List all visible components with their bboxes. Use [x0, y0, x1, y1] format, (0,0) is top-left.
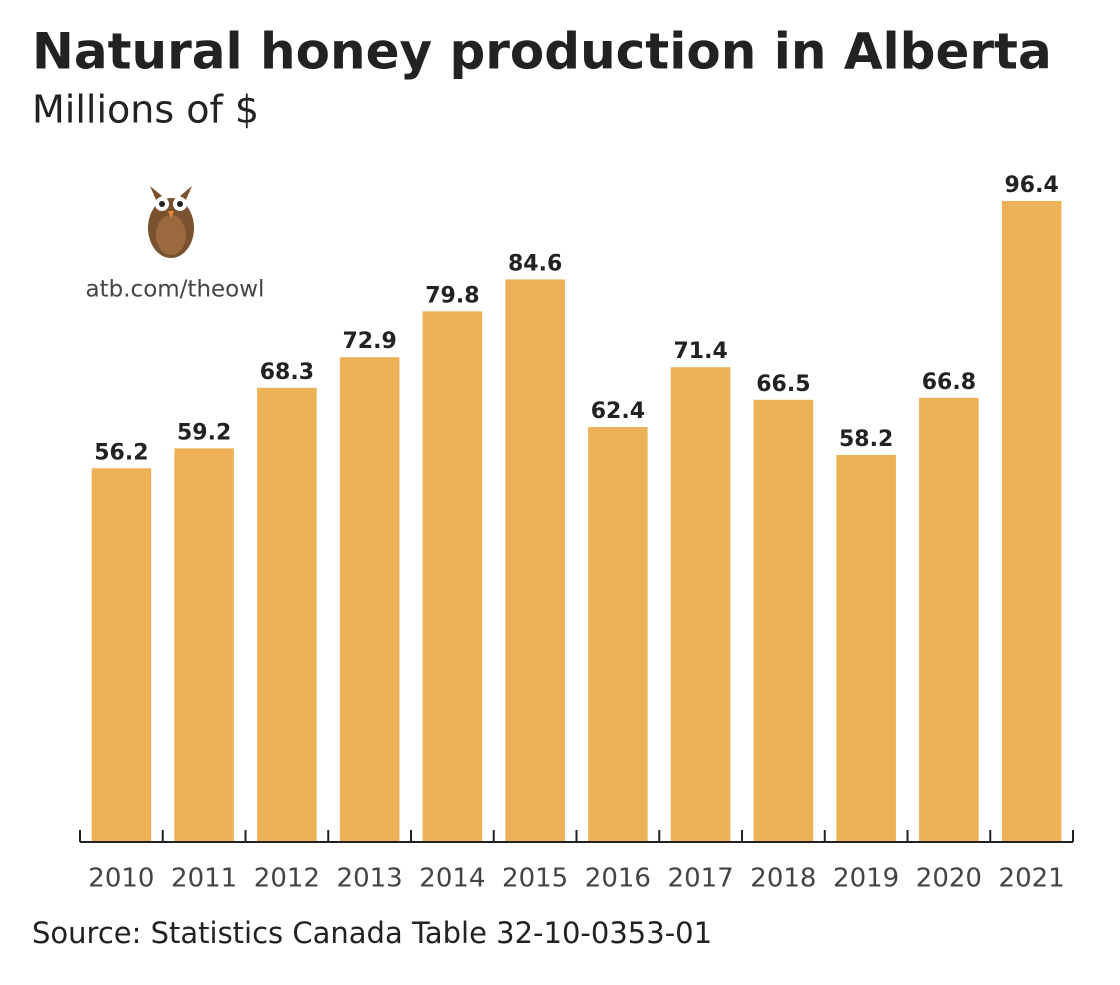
x-tick-label: 2018 — [750, 864, 816, 894]
x-tick-label: 2011 — [171, 864, 237, 894]
value-label: 72.9 — [342, 329, 396, 354]
source: Source: Statistics Canada Table 32-10-03… — [32, 916, 712, 950]
value-label: 96.4 — [1004, 173, 1058, 198]
bar — [753, 399, 814, 842]
bar — [1001, 200, 1062, 842]
bar — [174, 448, 234, 842]
x-tick-label: 2019 — [833, 864, 899, 894]
x-tick-label: 2017 — [668, 864, 734, 894]
x-tick-label: 2010 — [88, 864, 154, 894]
value-label: 56.2 — [94, 440, 148, 465]
chart-subtitle: Millions of $ — [32, 88, 259, 132]
x-tick-label: 2014 — [419, 864, 485, 894]
bar — [257, 387, 317, 842]
value-label: 68.3 — [260, 360, 314, 385]
x-tick-label: 2016 — [585, 864, 651, 894]
bar — [588, 427, 648, 842]
value-label: 66.5 — [756, 372, 810, 397]
value-label: 62.4 — [591, 399, 645, 424]
chart-title: Natural honey production in Alberta — [32, 23, 1052, 81]
bar — [836, 454, 896, 842]
value-label: 66.8 — [922, 370, 976, 395]
x-tick-label: 2015 — [502, 864, 568, 894]
x-tick-label: 2013 — [337, 864, 403, 894]
x-tick-label: 2020 — [916, 864, 982, 894]
value-label: 84.6 — [508, 251, 562, 276]
value-label: 79.8 — [425, 283, 479, 308]
x-tick-label: 2021 — [999, 864, 1065, 894]
bar — [339, 357, 400, 842]
annotation: atb.com/theowl — [86, 277, 265, 303]
owl-logo — [148, 186, 194, 258]
bar — [505, 279, 565, 842]
value-label: 58.2 — [839, 427, 893, 452]
value-label: 59.2 — [177, 420, 231, 445]
value-label: 71.4 — [673, 339, 727, 364]
bar — [919, 397, 979, 842]
bar — [422, 311, 483, 843]
bar — [670, 367, 731, 842]
bar — [91, 468, 152, 842]
x-tick-label: 2012 — [254, 864, 320, 894]
